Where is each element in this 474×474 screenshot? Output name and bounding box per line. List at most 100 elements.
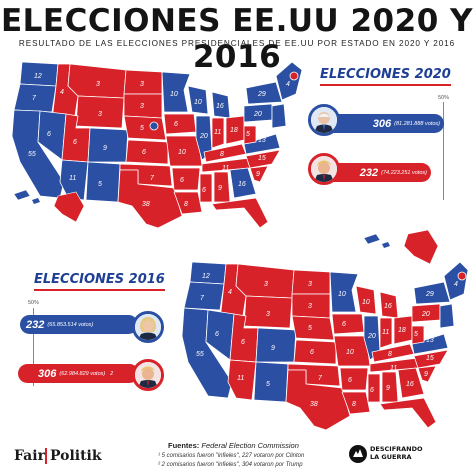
svg-text:11: 11 [382,329,389,336]
state-nebraska [123,115,167,141]
svg-text:16: 16 [238,181,246,188]
svg-text:29: 29 [257,91,266,98]
trump-2016-portrait-icon [132,359,164,391]
state-indiana-2016 [379,317,393,349]
state-mid-atlantic-2016 [439,303,455,329]
state-colorado [87,127,129,163]
clinton-portrait-icon [132,311,164,343]
svg-text:6: 6 [73,139,77,146]
nebraska-split-marker [149,121,159,131]
svg-text:7: 7 [150,175,155,182]
svg-text:10: 10 [178,149,186,156]
trump-2020-electoral-votes: 232 [359,166,379,179]
state-south-carolina [249,165,269,183]
clinton-2016-bar: 232 (65.853.514 votos) [20,315,138,334]
svg-text:9: 9 [271,345,275,352]
brand-line-2: LA GUERRA [370,452,412,461]
svg-text:11: 11 [69,175,76,182]
svg-text:6: 6 [47,131,51,138]
fairpolitik-logo: Fair Politik [14,448,102,464]
trump-2016-footnote: 2 [110,370,114,377]
svg-text:7: 7 [200,295,205,302]
svg-text:12: 12 [202,273,210,280]
svg-text:11: 11 [237,375,244,382]
state-new-york [245,81,283,105]
state-arkansas-2016 [339,367,369,391]
threshold-2016-label: 50% [28,300,40,306]
svg-text:18: 18 [230,127,238,134]
descifrando-la-guerra-logo-icon [349,445,367,463]
footnote-1: ¹ 5 comisarios fueron "infieles", 227 vo… [158,453,305,459]
svg-text:9: 9 [256,171,260,178]
state-georgia [229,167,257,199]
svg-text:55: 55 [196,351,204,358]
inset-2020 [13,189,85,223]
clinton-popular-votes: (65.853.514 votos) [47,321,94,328]
svg-text:11: 11 [214,129,221,136]
state-florida-2016 [379,397,437,429]
state-georgia-2016 [397,367,425,399]
state-mississippi-2016 [367,373,381,403]
svg-text:3: 3 [308,281,312,288]
state-nebraska-2016 [291,315,335,341]
state-kansas-2016 [293,339,337,365]
sources-line: Fuentes: Federal Election Commission [168,441,299,450]
threshold-2020-line [443,102,444,200]
svg-text:20: 20 [199,133,208,140]
svg-text:8: 8 [388,351,392,358]
svg-text:10: 10 [346,349,354,356]
svg-text:5: 5 [266,381,270,388]
svg-text:13: 13 [258,137,266,144]
svg-text:9: 9 [386,385,390,392]
state-mid-atlantic [271,103,287,129]
state-indiana [211,117,225,149]
state-alabama-2016 [381,371,399,403]
svg-text:4: 4 [286,81,290,88]
svg-text:4: 4 [228,289,232,296]
svg-text:38: 38 [310,401,318,408]
svg-text:10: 10 [170,91,178,98]
state-virginia-2016 [411,333,449,355]
state-west-virginia-2016 [411,325,425,345]
svg-text:8: 8 [220,151,224,158]
state-north-carolina [245,149,281,169]
logo-left: Fair [14,448,45,464]
biden-2020-bar: 306 (81.281.888 votos) [323,114,444,133]
maine-split-marker-2016 [457,271,467,281]
page-title: ELECCIONES EE.UU 2020 Y 2016 [0,3,474,75]
svg-text:6: 6 [370,387,374,394]
state-minnesota-2016 [329,271,359,313]
trump-2016-popular-votes: (62.984.829 votos) [59,370,106,377]
state-iowa-2016 [331,313,365,335]
footnotes: ¹ 5 comisarios fueron "infieles", 227 vo… [158,452,304,469]
brand-line-1: DESCIFRANDO [370,445,423,453]
svg-text:6: 6 [310,349,314,356]
svg-text:11: 11 [390,365,397,372]
state-arizona-2016 [227,359,257,401]
svg-text:9: 9 [218,185,222,192]
svg-text:29: 29 [425,291,434,298]
biden-popular-votes: (81.281.888 votos) [394,120,440,127]
state-alabama [213,171,231,203]
trump-2020-popular-votes: (74.223.251 votos) [381,169,427,176]
svg-text:5: 5 [140,125,144,132]
state-new-england-2016 [443,261,469,301]
svg-text:6: 6 [142,149,146,156]
threshold-2016-line [33,308,34,386]
state-mississippi [199,173,213,203]
descifrando-la-guerra-brand: DESCIFRANDO LA GUERRA [370,445,423,461]
state-louisiana-2016 [341,391,371,415]
logo-right: Politik [44,448,102,464]
svg-text:3: 3 [264,281,268,288]
trump-2016-electoral-votes: 306 [38,367,57,380]
state-florida [211,197,269,228]
svg-text:6: 6 [202,187,206,194]
svg-text:10: 10 [194,99,202,106]
state-colorado-2016 [255,327,297,363]
svg-text:38: 38 [142,201,150,208]
svg-text:5: 5 [98,181,102,188]
svg-text:5: 5 [246,131,250,138]
svg-text:6: 6 [174,121,178,128]
election-2016-label: ELECCIONES 2016 [34,272,165,291]
svg-text:20: 20 [367,333,376,340]
